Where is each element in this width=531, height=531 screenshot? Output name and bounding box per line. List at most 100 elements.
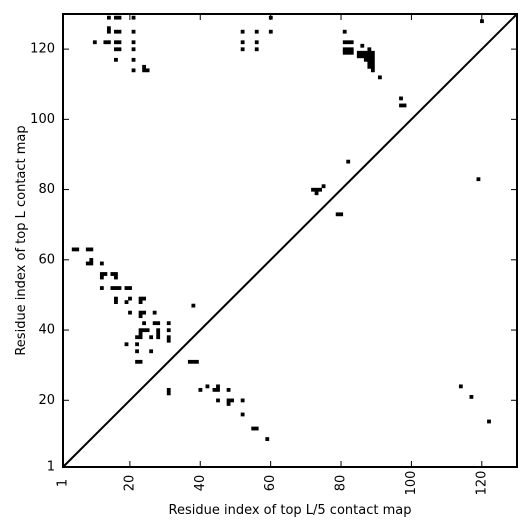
contact-point — [216, 398, 220, 403]
contact-point — [346, 159, 351, 164]
contact-point — [342, 47, 347, 52]
x-axis-label: Residue index of top L/5 contact map — [169, 503, 412, 518]
contact-point — [335, 212, 340, 217]
x-tick-label: 100 — [404, 471, 419, 496]
contact-point — [166, 335, 171, 340]
contact-point — [114, 40, 118, 45]
contact-point — [124, 286, 129, 290]
contact-point — [117, 47, 122, 52]
contact-point — [117, 15, 122, 20]
contact-point — [103, 272, 108, 276]
contact-point — [114, 275, 118, 280]
contact-point — [487, 419, 491, 424]
contact-point — [142, 68, 147, 73]
contact-point — [230, 398, 234, 403]
diagonal-line — [62, 13, 518, 468]
y-tick-label: 1 — [47, 460, 55, 475]
contact-point — [370, 57, 375, 62]
contact-point — [138, 359, 143, 364]
contact-point — [349, 40, 354, 45]
contact-point — [75, 247, 80, 252]
contact-point — [89, 261, 94, 266]
contact-point — [124, 300, 129, 305]
contact-point — [321, 184, 326, 189]
contact-point — [226, 387, 231, 392]
contact-point — [194, 359, 199, 364]
y-tick-label: 120 — [30, 42, 55, 57]
contact-point — [367, 64, 372, 69]
contact-point — [89, 258, 94, 262]
contact-point — [370, 54, 375, 59]
contact-point — [363, 50, 368, 55]
contact-point — [480, 19, 484, 24]
contact-point — [110, 272, 115, 276]
contact-points — [71, 15, 491, 441]
contact-point — [339, 212, 344, 217]
contact-point — [145, 68, 150, 73]
contact-point — [226, 398, 231, 403]
contact-point — [367, 50, 372, 55]
contact-point — [356, 54, 361, 59]
contact-point — [367, 47, 372, 52]
contact-point — [363, 54, 368, 59]
contact-point — [399, 96, 403, 101]
contact-point — [346, 47, 351, 52]
contact-point — [251, 426, 256, 431]
contact-point — [216, 384, 220, 389]
contact-point — [131, 47, 136, 52]
contact-point — [367, 54, 372, 59]
contact-point — [370, 64, 375, 69]
contact-point — [145, 328, 150, 333]
contact-point — [370, 68, 375, 73]
contact-point — [360, 54, 365, 59]
contact-point — [117, 40, 122, 45]
contact-point — [318, 187, 322, 192]
y-tick-label: 100 — [30, 112, 55, 127]
contact-point — [166, 338, 171, 343]
contact-point — [367, 61, 372, 66]
x-tick-label: 120 — [474, 471, 489, 496]
contact-point — [377, 75, 382, 80]
contact-point — [131, 57, 136, 62]
contact-point — [476, 177, 481, 182]
y-tick-label: 60 — [38, 252, 55, 267]
contact-point — [92, 40, 97, 45]
x-tick-label: 80 — [334, 475, 349, 492]
contact-point — [356, 50, 361, 55]
contact-point — [128, 310, 132, 315]
contact-point — [240, 40, 245, 45]
contact-point — [265, 437, 270, 441]
y-tick-label: 40 — [38, 323, 55, 338]
contact-point — [138, 331, 143, 336]
contact-point — [399, 103, 403, 108]
y-tick-label: 20 — [38, 393, 55, 408]
contact-point — [99, 261, 104, 266]
contact-point — [370, 61, 375, 66]
contact-point — [128, 296, 132, 301]
contact-point — [71, 247, 76, 252]
contact-point — [346, 50, 351, 55]
x-tick-label: 60 — [263, 475, 278, 492]
contact-point — [402, 103, 407, 108]
contact-point — [103, 40, 108, 45]
contact-point — [142, 321, 147, 326]
contact-point — [138, 300, 143, 305]
contact-point — [99, 275, 104, 280]
contact-point — [216, 387, 220, 392]
contact-point — [469, 395, 474, 399]
x-tick-label: 1 — [56, 479, 71, 487]
contact-point — [114, 47, 118, 52]
contact-point — [205, 384, 210, 389]
contact-point — [363, 57, 368, 62]
contact-point — [370, 50, 375, 55]
contact-point — [110, 286, 115, 290]
contact-point — [138, 296, 143, 301]
contact-point — [114, 300, 118, 305]
contact-point — [187, 359, 192, 364]
x-axis-ticks: 1 20 40 60 80 100 120 — [56, 14, 489, 496]
contact-point — [360, 43, 365, 48]
contact-point — [106, 40, 111, 45]
contact-point — [131, 68, 136, 73]
contact-point — [135, 359, 139, 364]
contact-point — [124, 342, 129, 347]
